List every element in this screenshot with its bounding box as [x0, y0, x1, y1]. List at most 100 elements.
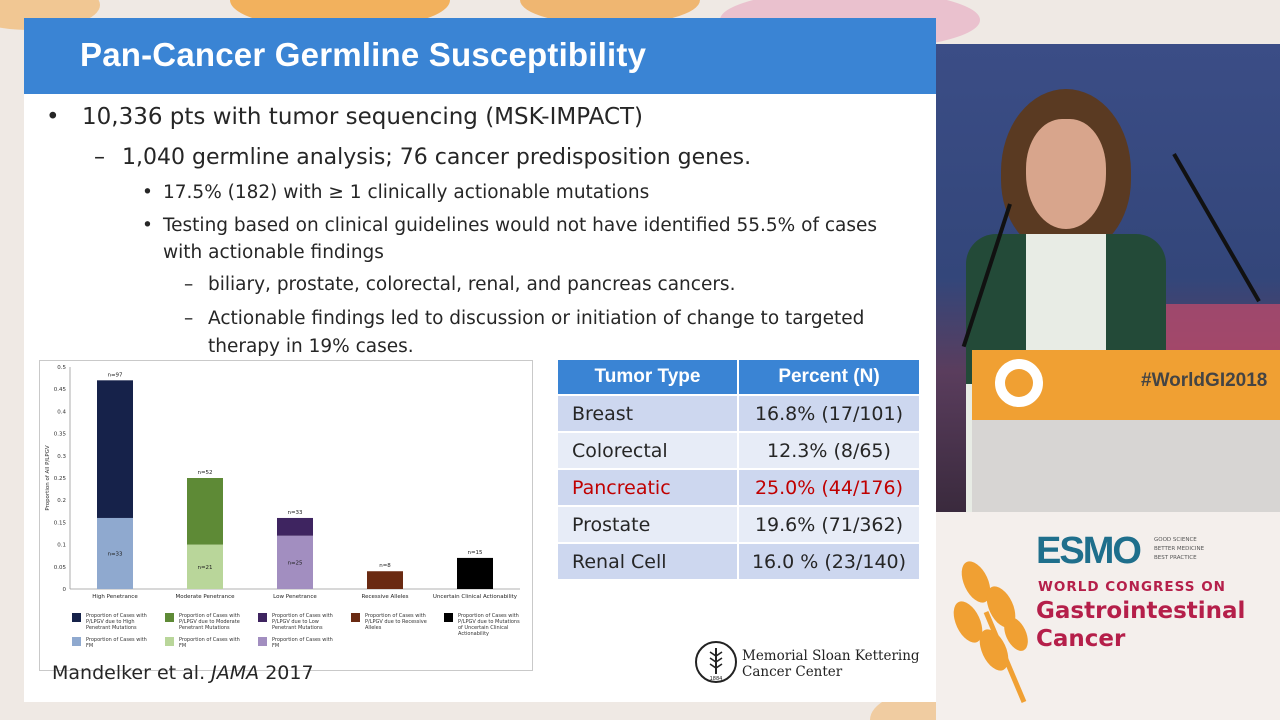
chart-x-tick-label: Low Penetrance — [273, 594, 317, 600]
mskcc-name-line2: Cancer Center — [742, 664, 843, 680]
table-cell-percent: 12.3% (8/65) — [739, 433, 921, 470]
table-row: Prostate 19.6% (71/362) — [558, 507, 921, 544]
table-row: Renal Cell 16.0 % (23/140) — [558, 544, 921, 581]
podium-front — [972, 420, 1280, 512]
chart-legend-swatch — [72, 613, 81, 622]
chart-legend-swatch — [165, 637, 174, 646]
esmo-logo-mo: MO — [1082, 530, 1142, 572]
bullet-level1: 10,336 pts with tumor sequencing (MSK-IM… — [82, 104, 644, 130]
table-cell-percent: 16.8% (17/101) — [739, 396, 921, 433]
chart-y-tick-label: 0.25 — [54, 476, 67, 482]
chart-top-label: n=8 — [379, 563, 391, 569]
bullet-symbol: • — [142, 182, 153, 203]
esmo-logo: ESMO — [1036, 530, 1142, 573]
presentation-slide: Pan-Cancer Germline Susceptibility • 10,… — [24, 18, 936, 702]
chart-top-label: n=33 — [287, 510, 303, 516]
table-cell-tumor-type: Colorectal — [558, 433, 739, 470]
chart-legend-label: Proportion of Cases with P/LPGV due to Lo… — [272, 613, 333, 631]
chart-bar-segment — [187, 544, 223, 589]
table-cell-percent: 19.6% (71/362) — [739, 507, 921, 544]
chart-legend-label: Proportion of Cases with FM — [272, 637, 333, 649]
chart-x-tick-label: Recessive Alleles — [362, 594, 409, 600]
congress-name-line2: Cancer — [1036, 626, 1126, 652]
bullet-level4-cont: therapy in 19% cases. — [208, 336, 414, 357]
table-row-highlighted: Pancreatic 25.0% (44/176) — [558, 470, 921, 507]
congress-label: WORLD CONGRESS ON — [1038, 579, 1226, 595]
citation: Mandelker et al. JAMA 2017 — [52, 662, 314, 684]
chart-y-tick-label: 0.45 — [54, 387, 67, 393]
chart-legend-label: Proportion of Cases with P/LPGV due to Mu… — [458, 613, 520, 637]
chart-bar-segment — [97, 517, 133, 589]
tumor-type-table: Tumor Type Percent (N) Breast 16.8% (17/… — [558, 360, 921, 581]
chart-inner-label: n=21 — [197, 565, 212, 571]
chart-legend-swatch — [444, 613, 453, 622]
table-row: Colorectal 12.3% (8/65) — [558, 433, 921, 470]
table-cell-tumor-type: Prostate — [558, 507, 739, 544]
podium-hashtag: #WorldGI2018 — [1141, 370, 1268, 391]
chart-legend-label: Proportion of Cases with FM — [179, 637, 240, 649]
slide-title-bar: Pan-Cancer Germline Susceptibility — [24, 18, 936, 94]
chart-legend-label: Proportion of Cases with P/LPGV due to Re… — [365, 613, 427, 631]
chart-y-axis-label: Proportion of All P/LPGV — [45, 445, 51, 511]
chart-y-tick-label: 0.1 — [57, 543, 66, 549]
esmo-tagline: GOOD SCIENCE BETTER MEDICINE BEST PRACTI… — [1154, 536, 1204, 563]
congress-branding: ESMO GOOD SCIENCE BETTER MEDICINE BEST P… — [936, 512, 1280, 720]
bullet-level3: 17.5% (182) with ≥ 1 clinically actionab… — [163, 182, 650, 203]
chart-y-tick-label: 0.2 — [57, 498, 66, 504]
chart-y-tick-label: 0 — [63, 587, 67, 593]
mskcc-name-line1: Memorial Sloan Kettering — [742, 648, 920, 664]
speaker-video: #WorldGI2018 — [936, 44, 1280, 512]
chart-inner-label: n=25 — [287, 560, 303, 566]
chart-x-tick-label: High Penetrance — [92, 594, 138, 600]
dash-symbol: – — [184, 274, 194, 295]
mskcc-year: 1884 — [710, 676, 723, 682]
table-cell-tumor-type: Pancreatic — [558, 470, 739, 507]
chart-bar-segment — [457, 557, 493, 589]
citation-journal: JAMA — [211, 662, 260, 684]
chart-x-tick-label: Uncertain Clinical Actionability — [433, 594, 518, 600]
table-header-tumor-type: Tumor Type — [558, 360, 739, 396]
table-cell-percent: 25.0% (44/176) — [739, 470, 921, 507]
chart-bar-segment — [367, 571, 403, 589]
bullet-symbol: • — [46, 104, 60, 130]
chart-inner-label: n=33 — [107, 551, 123, 557]
chart-bar-segment — [277, 517, 313, 536]
mskcc-logo: 1884 Memorial Sloan Kettering Cancer Cen… — [694, 638, 934, 688]
chart-y-tick-label: 0.05 — [54, 565, 67, 571]
chart-bar-segment — [97, 380, 133, 518]
chart-top-label: n=52 — [197, 470, 212, 476]
podium-logo-icon — [992, 356, 1046, 410]
chart-legend-swatch — [258, 637, 267, 646]
chart-y-tick-label: 0.5 — [57, 365, 66, 371]
speaker-face — [1026, 119, 1106, 229]
chart-canvas: 0 0.05 0.1 0.15 0.2 0.25 0.3 0.35 0.4 0.45 0.5 Prop… — [45, 365, 520, 649]
chart-legend-label: Proportion of Cases with P/LPGV due to Mo… — [179, 613, 240, 631]
bullet-level2: 1,040 germline analysis; 76 cancer predi… — [122, 145, 752, 170]
table-cell-tumor-type: Renal Cell — [558, 544, 739, 581]
congress-name-line1: Gastrointestinal — [1036, 598, 1246, 624]
dash-symbol: – — [94, 145, 105, 170]
chart-bar-segment — [277, 535, 313, 589]
chart-legend-swatch — [351, 613, 360, 622]
stacked-bar-chart: 0 0.05 0.1 0.15 0.2 0.25 0.3 0.35 0.4 0.45 0.5 Prop… — [39, 360, 533, 671]
chart-legend-swatch — [258, 613, 267, 622]
chart-legend-swatch — [165, 613, 174, 622]
chart-top-label: n=97 — [107, 372, 123, 378]
chart-x-tick-label: Moderate Penetrance — [176, 594, 236, 600]
esmo-tagline-2: BETTER MEDICINE — [1154, 546, 1205, 552]
chart-bar-segment — [187, 478, 223, 545]
bullet-level3-cont: with actionable findings — [163, 242, 384, 263]
citation-year: 2017 — [265, 662, 314, 684]
chart-y-tick-label: 0.35 — [54, 432, 67, 438]
chart-y-tick-label: 0.15 — [54, 520, 67, 526]
chart-y-tick-label: 0.4 — [57, 409, 66, 415]
bullet-level4: Actionable findings led to discussion or… — [208, 308, 865, 329]
citation-authors: Mandelker et al. — [52, 662, 206, 684]
bullet-symbol: • — [142, 215, 153, 236]
table-header-percent: Percent (N) — [739, 360, 921, 396]
bullet-level3: Testing based on clinical guidelines wou… — [163, 215, 878, 236]
esmo-tagline-1: GOOD SCIENCE — [1154, 537, 1197, 543]
chart-y-tick-label: 0.3 — [57, 454, 66, 460]
wheat-logo-icon — [953, 561, 1028, 703]
chart-legend-swatch — [72, 637, 81, 646]
